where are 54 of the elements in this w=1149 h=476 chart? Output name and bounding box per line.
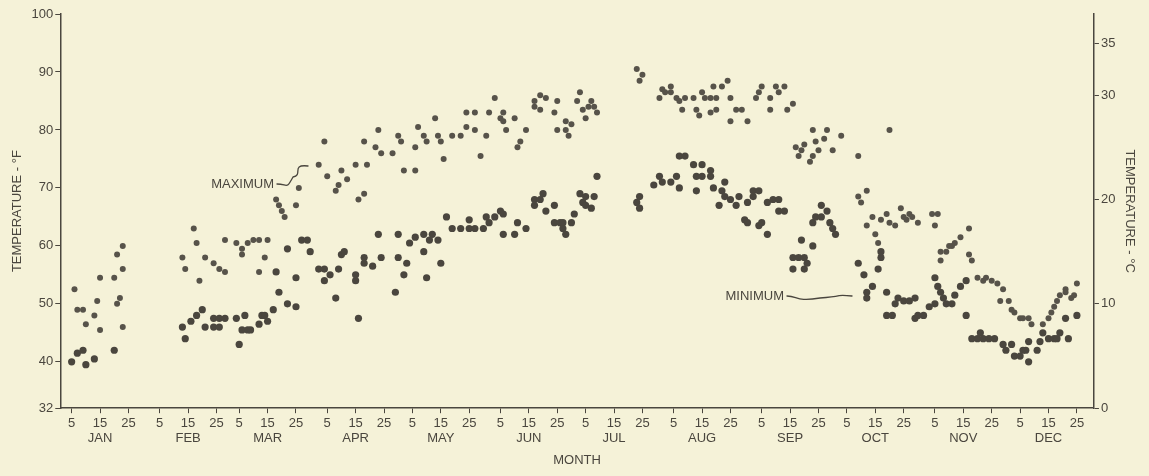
y-tick-label: 60	[38, 237, 54, 253]
x-tick-label: 5	[843, 414, 851, 430]
x-tick-label: 5	[323, 414, 331, 430]
y2-tick-label: 30	[1100, 86, 1116, 102]
x-tick-label: 25	[811, 414, 826, 430]
x-tick-label: 25	[635, 414, 650, 430]
x-tick-label: 25	[723, 414, 738, 430]
y2-tick-label: 10	[1100, 295, 1116, 311]
x-tick-label: 25	[461, 414, 477, 430]
x-tick-label: 5	[758, 414, 766, 430]
x-tick-label: 25	[896, 414, 911, 430]
y2-tick-label: 0	[1100, 399, 1109, 415]
y-tick-label: 70	[38, 179, 54, 195]
x-tick-label: 15 NOV	[949, 414, 978, 446]
x-tick-label: 5	[68, 414, 76, 430]
x-tick-label: 15 FEB	[175, 414, 201, 446]
x-tick-label: 5	[931, 414, 939, 430]
y-tick-label: 32	[38, 399, 54, 415]
x-tick-label: 15 SEP	[777, 414, 804, 446]
x-tick-label: 25	[121, 414, 136, 430]
y-tick-label: 50	[38, 295, 54, 311]
x-tick-label: 15 JUN	[516, 414, 542, 446]
x-tick-label: 25	[376, 414, 392, 430]
x-axis-title: MONTH	[553, 451, 601, 467]
x-tick-label: 15 DEC	[1034, 414, 1063, 446]
x-tick-label: 5	[156, 414, 164, 430]
x-tick-label: 25	[550, 414, 565, 430]
x-tick-label: 15 OCT	[861, 414, 890, 446]
annotation: MINIMUM	[725, 287, 784, 303]
x-tick-label: 5	[408, 414, 417, 430]
y2-tick-label: 35	[1100, 34, 1116, 50]
y-tick-label: 80	[38, 121, 54, 137]
x-tick-label: 5	[235, 414, 243, 430]
x-tick-label: 5	[1016, 414, 1024, 430]
x-tick-label: 15 MAR	[253, 414, 283, 446]
x-tick-label: 25	[209, 414, 224, 430]
y-tick-label: 40	[38, 353, 54, 369]
y-tick-label: 90	[38, 63, 54, 79]
x-tick-label: 5	[496, 414, 505, 430]
y-tick-label: 100	[31, 5, 54, 21]
x-tick-label: 15 APR	[342, 414, 369, 446]
x-tick-label: 25	[984, 414, 999, 430]
x-tick-label: 15 JUL	[602, 414, 626, 446]
x-tick-label: 15 AUG	[687, 414, 717, 446]
x-tick-label: 25	[1069, 414, 1085, 430]
x-tick-label: 15 JAN	[87, 414, 113, 446]
y-axis-title: TEMPERATURE - °F	[9, 150, 25, 273]
x-tick-label: 25	[288, 414, 304, 430]
annotation: MAXIMUM	[211, 175, 274, 191]
x-tick-label: 5	[670, 414, 678, 430]
x-tick-label: 5	[582, 414, 590, 430]
y2-tick-label: 20	[1100, 191, 1116, 207]
y2-axis-title: TEMPERATURE - °C	[1122, 149, 1138, 273]
x-tick-label: 15 MAY	[427, 414, 455, 446]
